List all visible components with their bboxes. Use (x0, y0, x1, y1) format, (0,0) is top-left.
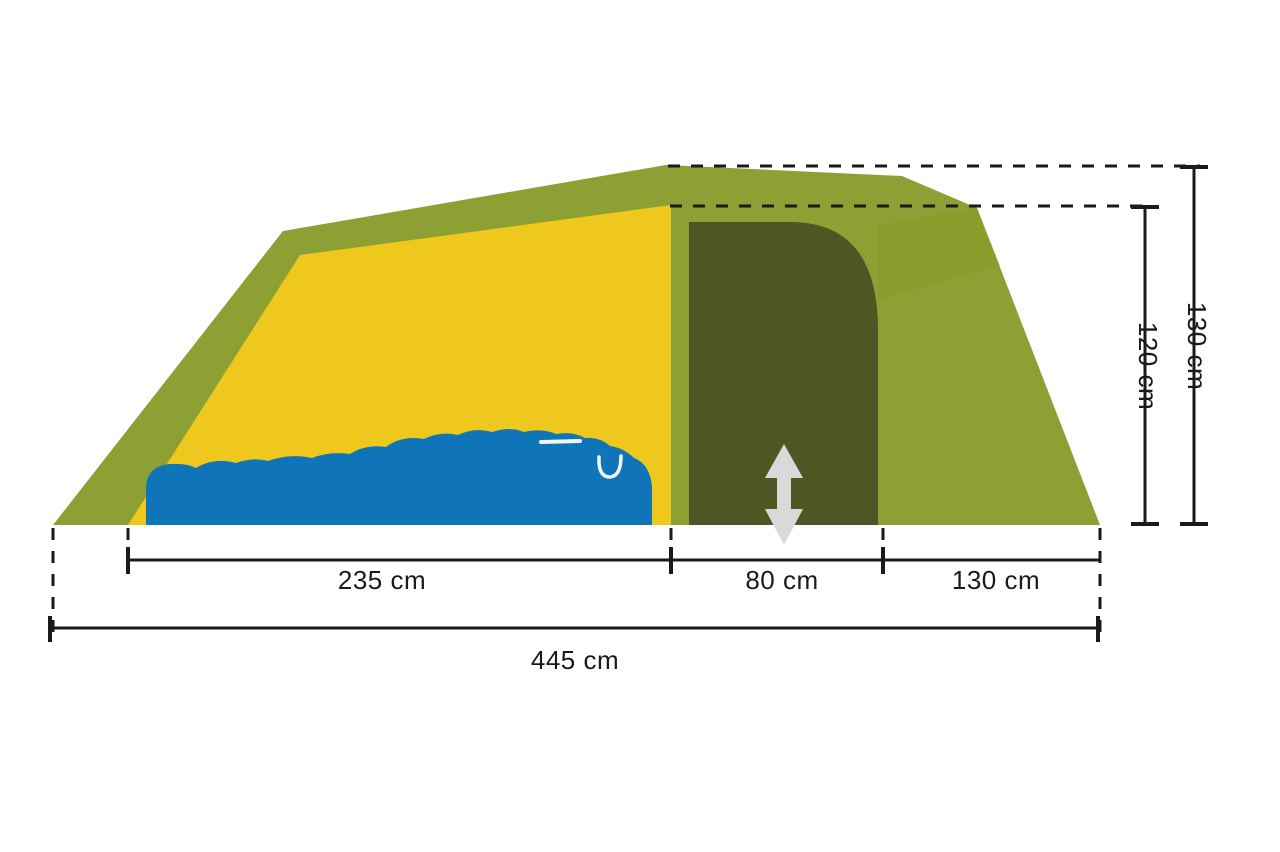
sleeping-bag-icon (146, 429, 652, 525)
tent-fly-shadow (878, 208, 1000, 300)
dimension-label-door-width: 80 cm (745, 565, 818, 595)
sleeping-bag-stitch (539, 439, 582, 444)
dimension-label-vestibule: 130 cm (952, 565, 1040, 595)
dimension-label-inner-height: 120 cm (1133, 322, 1163, 410)
dimension-label-total-length: 445 cm (531, 645, 619, 675)
tent-doorway-opening (689, 222, 878, 525)
tent-illustration (53, 165, 1100, 545)
dimension-label-peak-height: 130 cm (1182, 302, 1212, 390)
double-arrow-vertical-icon (765, 444, 803, 545)
dimension-label-sleeping-area: 235 cm (338, 565, 426, 595)
dimension-annotations: 235 cm 80 cm 130 cm 445 cm 120 cm 130 cm (48, 164, 1212, 675)
sleeping-bag-hood-loop (597, 454, 623, 479)
